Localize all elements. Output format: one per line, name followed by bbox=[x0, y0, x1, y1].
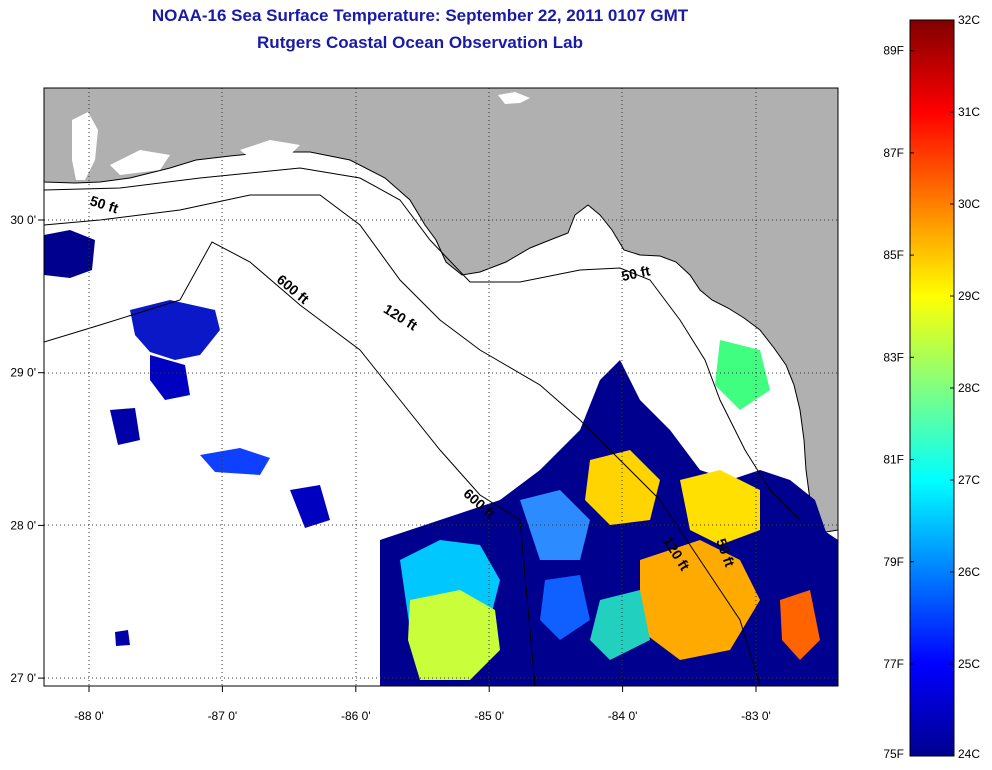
fahrenheit-label: 79F bbox=[883, 555, 904, 569]
lon-tick-label: -85 0' bbox=[474, 709, 504, 723]
celsius-label: 25C bbox=[958, 657, 980, 671]
fahrenheit-label: 77F bbox=[883, 657, 904, 671]
lat-tick-label: 30 0' bbox=[10, 213, 36, 227]
celsius-label: 28C bbox=[958, 381, 980, 395]
bay bbox=[240, 140, 300, 158]
celsius-label: 24C bbox=[958, 747, 980, 761]
sst-data bbox=[44, 230, 838, 686]
lake bbox=[498, 92, 530, 104]
lon-tick-label: -84 0' bbox=[608, 709, 638, 723]
contour-label: 50 ft bbox=[620, 262, 652, 284]
fahrenheit-label: 85F bbox=[883, 248, 904, 262]
fahrenheit-label: 89F bbox=[883, 44, 904, 58]
graticule bbox=[44, 88, 838, 686]
celsius-label: 27C bbox=[958, 473, 980, 487]
colorbar-fahrenheit-labels: 89F 87F 85F 83F 81F 79F 77F 75F bbox=[883, 44, 914, 761]
lon-tick-label: -86 0' bbox=[341, 709, 371, 723]
celsius-label: 26C bbox=[958, 565, 980, 579]
fahrenheit-label: 83F bbox=[883, 350, 904, 364]
fahrenheit-label: 81F bbox=[883, 453, 904, 467]
map-title: NOAA-16 Sea Surface Temperature: Septemb… bbox=[151, 6, 689, 25]
bay bbox=[72, 112, 98, 180]
colorbar bbox=[909, 19, 955, 757]
celsius-label: 32C bbox=[958, 13, 980, 27]
bay bbox=[110, 150, 170, 175]
fahrenheit-label: 75F bbox=[883, 747, 904, 761]
lon-tick-label: -88 0' bbox=[74, 709, 104, 723]
bathymetry-contours bbox=[44, 167, 801, 686]
lon-tick-label: -83 0' bbox=[741, 709, 771, 723]
lon-tick-label: -87 0' bbox=[208, 709, 238, 723]
celsius-label: 29C bbox=[958, 289, 980, 303]
latitude-ticks: 30 0' 29 0' 28 0' 27 0' bbox=[10, 213, 44, 685]
celsius-label: 30C bbox=[958, 197, 980, 211]
lat-tick-label: 27 0' bbox=[10, 671, 36, 685]
longitude-ticks: -88 0' -87 0' -86 0' -85 0' -84 0' -83 0' bbox=[74, 686, 771, 723]
map-subtitle: Rutgers Coastal Ocean Observation Lab bbox=[257, 33, 583, 52]
fahrenheit-label: 87F bbox=[883, 146, 904, 160]
lat-tick-label: 28 0' bbox=[10, 518, 36, 532]
colorbar-celsius-labels: 32C 31C 30C 29C 28C 27C 26C 25C 24C bbox=[950, 13, 980, 761]
lat-tick-label: 29 0' bbox=[10, 366, 36, 380]
celsius-label: 31C bbox=[958, 105, 980, 119]
